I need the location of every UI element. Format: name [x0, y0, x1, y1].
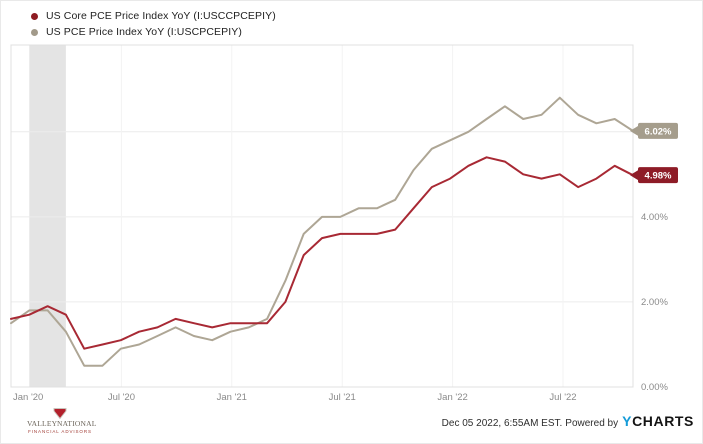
- timestamp: Dec 05 2022, 6:55AM EST.: [441, 418, 563, 429]
- legend-label-pce: US PCE Price Index YoY (I:USCPCEPIY): [46, 26, 242, 38]
- line-chart-canvas: Jan '20 Jul '20 Jan '21 Jul '21 Jan '22 Jul '…: [10, 44, 678, 403]
- powered-by-label: Powered by: [565, 418, 619, 429]
- valley-national-name: VALLEY NATIONAL: [27, 419, 97, 428]
- y-axis-tick-label: 2.00%: [641, 297, 668, 308]
- series-line-us-core-pce-price-index-yoy: [10, 156, 634, 350]
- legend-swatch-pce-icon: [31, 28, 38, 36]
- recession-band: [29, 45, 66, 387]
- ycharts-y: Y: [622, 413, 633, 429]
- legend-label-core-pce: US Core PCE Price Index YoY (I:USCCPCEPI…: [46, 10, 276, 22]
- svg-text:6.02%: 6.02%: [645, 126, 672, 137]
- chart-footer: VALLEY NATIONAL FINANCIAL ADVISORS Dec 0…: [1, 407, 702, 443]
- x-axis-tick-label: Jan '21: [217, 392, 247, 403]
- plot-border: [10, 44, 634, 388]
- svg-text:4.98%: 4.98%: [645, 171, 672, 182]
- y-axis-tick-label: 0.00%: [641, 382, 668, 393]
- x-axis-tick-label: Jul '20: [108, 392, 135, 403]
- legend-item-core-pce[interactable]: US Core PCE Price Index YoY (I:USCCPCEPI…: [31, 8, 276, 24]
- valley-national-subtext: FINANCIAL ADVISORS: [28, 429, 92, 434]
- last-value-badge: 4.98%: [630, 167, 678, 184]
- series-line-us-pce-price-index-yoy: [10, 96, 634, 367]
- timestamp-powered-by: Dec 05 2022, 6:55AM EST. Powered by YCHA…: [442, 413, 694, 429]
- ycharts-charts: CHARTS: [632, 413, 694, 429]
- x-axis-tick-label: Jul '21: [329, 392, 356, 403]
- x-axis-tick-label: Jan '20: [13, 392, 43, 403]
- last-value-badge: 6.02%: [630, 122, 678, 139]
- x-axis-tick-label: Jan '22: [437, 392, 467, 403]
- ycharts-logo[interactable]: YCHARTS: [622, 413, 694, 429]
- valley-national-flag-icon: [53, 408, 67, 420]
- legend-swatch-core-pce-icon: [31, 12, 38, 20]
- legend-item-pce[interactable]: US PCE Price Index YoY (I:USCPCEPIY): [31, 24, 276, 40]
- y-axis-tick-label: 4.00%: [641, 212, 668, 223]
- chart-legend: US Core PCE Price Index YoY (I:USCCPCEPI…: [31, 8, 276, 40]
- x-axis-tick-label: Jul '22: [549, 392, 576, 403]
- valley-national-logo: VALLEY NATIONAL FINANCIAL ADVISORS: [27, 408, 97, 434]
